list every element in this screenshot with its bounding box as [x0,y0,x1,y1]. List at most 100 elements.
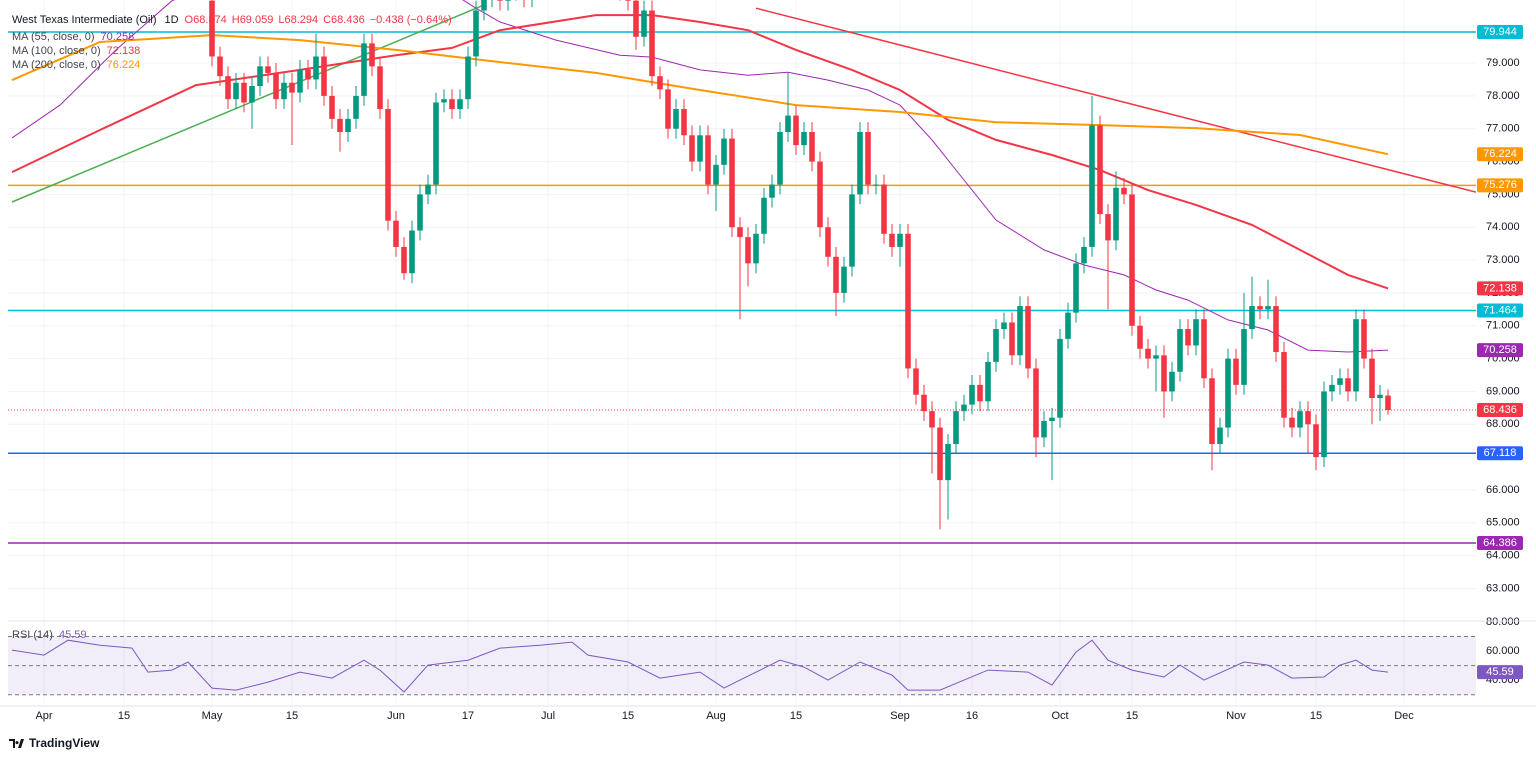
candle-body [1329,384,1335,392]
candle-body [1081,246,1087,264]
price-label: 68.436 [1483,404,1517,416]
candle-body [1385,395,1391,410]
candle-body [1361,319,1367,359]
candle-body [697,135,703,162]
candle-body [473,10,479,57]
candle-body [633,0,639,37]
candle-body [673,109,679,129]
legend-name: MA (200, close, 0) [12,59,101,71]
candle-body [481,0,487,11]
candle-body [977,384,983,402]
x-tick-label: Jun [387,710,405,722]
trend-line [11,4,485,203]
candle-body [465,56,471,100]
y-tick-label: 77.000 [1486,123,1520,135]
price-label: 75.276 [1483,179,1517,191]
x-tick-label: Dec [1394,710,1414,722]
price-label-box [1477,303,1523,318]
candle-body [1257,306,1263,310]
ma-line [11,0,1389,353]
candle-body [1321,391,1327,458]
candle-body [225,76,231,100]
candle-body [889,233,895,247]
candle-body [441,99,447,103]
y-tick-label: 64.000 [1486,550,1520,562]
candle-body [1113,187,1119,241]
price-label-box [1477,178,1523,193]
candle-body [297,69,303,93]
candle-body [1057,338,1063,418]
candle-body [1161,355,1167,392]
candle-body [1217,427,1223,444]
candle-body [1105,214,1111,241]
y-tick-label: 69.000 [1486,385,1520,397]
x-tick-label: 15 [790,710,802,722]
y-tick-label: 63.000 [1486,582,1520,594]
candle-body [681,109,687,136]
candle-body [745,237,751,264]
candle-body [1153,355,1159,359]
candle-body [937,427,943,481]
y-tick-label: 60.000 [1486,645,1520,657]
candle-body [953,411,959,444]
candle-body [1305,411,1311,425]
price-label-box [1477,343,1523,358]
rsi-band [8,636,1476,695]
candle-body [1241,329,1247,385]
candle-body [401,246,407,274]
candle-body [449,99,455,110]
rsi-legend-name: RSI (14) [12,629,53,641]
price-label: 70.258 [1483,344,1517,356]
legend-ohlc: L68.294 [278,14,318,26]
candle-body [641,10,647,37]
candle-body [1209,378,1215,444]
candle-body [753,233,759,264]
candle-body [305,69,311,80]
legend-ohlc: −0.438 (−0.64%) [370,14,452,26]
candle-body [897,233,903,247]
candle-body [497,0,503,1]
candle-body [241,82,247,103]
candle-body [1233,358,1239,385]
candle-body [1249,306,1255,330]
legend-name: MA (100, close, 0) [12,45,101,57]
candle-body [409,230,415,274]
candle-body [1009,322,1015,356]
x-tick-label: 15 [1310,710,1322,722]
x-tick-label: Apr [35,710,52,722]
x-tick-label: 15 [286,710,298,722]
candle-body [921,394,927,412]
x-tick-label: 15 [622,710,634,722]
legend-value: 70.258 [101,31,135,43]
candle-body [369,43,375,67]
candle-body [833,256,839,293]
candle-body [969,384,975,405]
candle-body [337,118,343,133]
x-tick-label: Aug [706,710,726,722]
candle-body [665,89,671,129]
y-tick-label: 78.000 [1486,90,1520,102]
price-label-box [1477,25,1523,40]
legend-ohlc: H69.059 [232,14,274,26]
y-tick-label: 79.000 [1486,57,1520,69]
candle-body [1273,306,1279,353]
ma-line [11,34,1389,156]
candle-body [265,66,271,73]
candle-body [865,132,871,185]
price-label-box [1477,281,1523,296]
x-tick-label: Jul [541,710,555,722]
price-label-box [1477,446,1523,461]
candle-body [849,194,855,267]
candle-body [289,82,295,93]
candle-body [353,95,359,119]
candle-body [433,102,439,185]
price-label: 76.224 [1483,148,1517,160]
candle-body [1193,319,1199,346]
candle-body [929,411,935,428]
candle-body [1049,417,1055,421]
candle-body [793,115,799,146]
x-tick-label: 15 [118,710,130,722]
candle-body [1097,125,1103,215]
candle-body [329,95,335,119]
candle-body [905,233,911,369]
